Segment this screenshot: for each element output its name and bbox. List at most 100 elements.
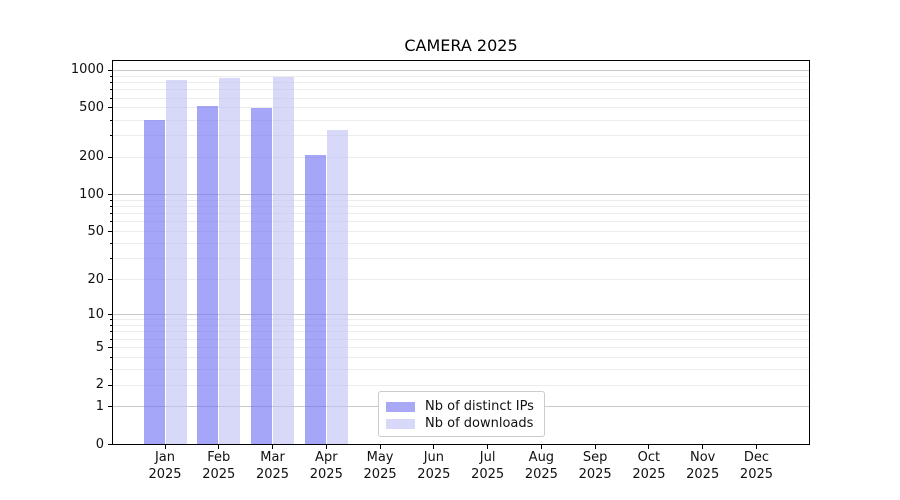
y-tick-label: 50 — [87, 223, 104, 239]
gridline-minor — [113, 356, 809, 358]
y-minor-tick-mark — [110, 213, 112, 215]
y-tick-mark — [108, 444, 112, 445]
y-minor-tick-mark — [110, 119, 112, 121]
legend-item-downloads: Nb of downloads — [386, 415, 544, 432]
y-minor-tick-mark — [110, 325, 112, 327]
y-minor-tick-mark — [110, 368, 112, 370]
x-tick-mark — [218, 445, 220, 449]
gridline-minor — [113, 242, 809, 244]
y-tick-label: 10 — [87, 306, 104, 322]
gridline-minor — [113, 213, 809, 215]
gridline-minor — [113, 347, 809, 348]
x-tick-label-aug: Aug 2025 — [524, 450, 558, 482]
legend-swatch-distinct-ips — [386, 401, 415, 412]
gridline-minor — [113, 384, 809, 386]
chart-title: CAMERA 2025 — [404, 36, 518, 55]
y-tick-label: 0 — [95, 436, 104, 452]
y-tick-label: 5 — [95, 339, 104, 355]
bar-downloads-apr — [326, 130, 348, 445]
y-minor-tick-mark — [110, 135, 112, 137]
gridline-minor — [113, 319, 809, 321]
y-tick-mark — [108, 156, 112, 158]
x-tick-label-may: May 2025 — [363, 450, 397, 482]
x-tick-mark — [433, 445, 435, 449]
x-tick-label-jan: Jan 2025 — [148, 450, 182, 482]
gridline-minor — [113, 135, 809, 137]
gridline-minor — [113, 325, 809, 327]
x-tick-label-sep: Sep 2025 — [578, 450, 612, 482]
y-tick-mark — [108, 314, 112, 316]
gridline-minor — [113, 231, 809, 233]
gridline-minor — [113, 156, 809, 158]
y-tick-label: 1 — [95, 398, 104, 414]
gridline-minor — [113, 258, 809, 260]
gridline-minor — [113, 331, 809, 333]
x-tick-label-oct: Oct 2025 — [632, 450, 666, 482]
y-minor-tick-mark — [110, 338, 112, 340]
gridline-minor — [113, 97, 809, 99]
x-tick-mark — [648, 445, 650, 449]
gridline-minor — [113, 75, 809, 77]
bar-distinct-ips-apr — [304, 154, 326, 445]
bar-downloads-jan — [165, 79, 187, 445]
x-tick-mark — [272, 445, 274, 449]
y-tick-mark — [108, 194, 112, 196]
y-tick-label: 500 — [79, 99, 104, 115]
x-tick-mark — [755, 445, 757, 449]
y-minor-tick-mark — [110, 258, 112, 260]
legend-label-distinct-ips: Nb of distinct IPs — [425, 399, 534, 414]
y-minor-tick-mark — [110, 89, 112, 91]
y-tick-label: 100 — [79, 186, 104, 202]
y-tick-mark — [108, 107, 112, 109]
gridline-minor — [113, 199, 809, 201]
gridline-major — [113, 194, 809, 196]
y-minor-tick-mark — [110, 221, 112, 223]
y-tick-mark — [108, 231, 112, 233]
y-tick-mark — [108, 279, 112, 281]
y-minor-tick-mark — [110, 206, 112, 208]
legend-item-distinct-ips: Nb of distinct IPs — [386, 398, 544, 415]
x-tick-mark — [702, 445, 704, 449]
x-tick-mark — [487, 445, 489, 449]
y-minor-tick-mark — [110, 75, 112, 77]
x-tick-label-feb: Feb 2025 — [202, 450, 236, 482]
legend-swatch-downloads — [386, 418, 415, 429]
x-tick-mark — [540, 445, 542, 449]
legend-label-downloads: Nb of downloads — [425, 416, 534, 431]
gridline-minor — [113, 338, 809, 340]
gridline-minor — [113, 107, 809, 109]
y-tick-mark — [108, 384, 112, 386]
y-minor-tick-mark — [110, 356, 112, 358]
bar-downloads-feb — [219, 78, 241, 445]
x-tick-label-nov: Nov 2025 — [686, 450, 720, 482]
y-minor-tick-mark — [110, 82, 112, 84]
y-tick-label: 1000 — [70, 62, 104, 78]
gridline-minor — [113, 82, 809, 84]
x-tick-label-mar: Mar 2025 — [255, 450, 290, 482]
x-tick-mark — [325, 445, 327, 449]
bar-distinct-ips-feb — [197, 106, 219, 445]
gridline-minor — [113, 89, 809, 91]
x-tick-label-dec: Dec 2025 — [739, 450, 774, 482]
gridline-minor — [113, 206, 809, 208]
y-minor-tick-mark — [110, 331, 112, 333]
y-tick-label: 20 — [87, 271, 104, 287]
bar-downloads-mar — [273, 77, 295, 445]
y-tick-mark — [108, 406, 112, 408]
gridline-minor — [113, 279, 809, 281]
bar-distinct-ips-jan — [143, 120, 165, 445]
x-tick-label-jul: Jul 2025 — [471, 450, 505, 482]
gridline-major — [113, 314, 809, 316]
gridline-minor — [113, 221, 809, 223]
y-tick-mark — [108, 69, 112, 71]
gridline-minor — [113, 119, 809, 121]
x-tick-mark — [164, 445, 166, 449]
gridline-minor — [113, 368, 809, 370]
x-tick-label-apr: Apr 2025 — [309, 450, 343, 482]
legend: Nb of distinct IPs Nb of downloads — [378, 391, 545, 437]
bar-distinct-ips-mar — [251, 108, 273, 445]
y-tick-mark — [108, 347, 112, 348]
y-minor-tick-mark — [110, 242, 112, 244]
x-tick-mark — [594, 445, 596, 449]
